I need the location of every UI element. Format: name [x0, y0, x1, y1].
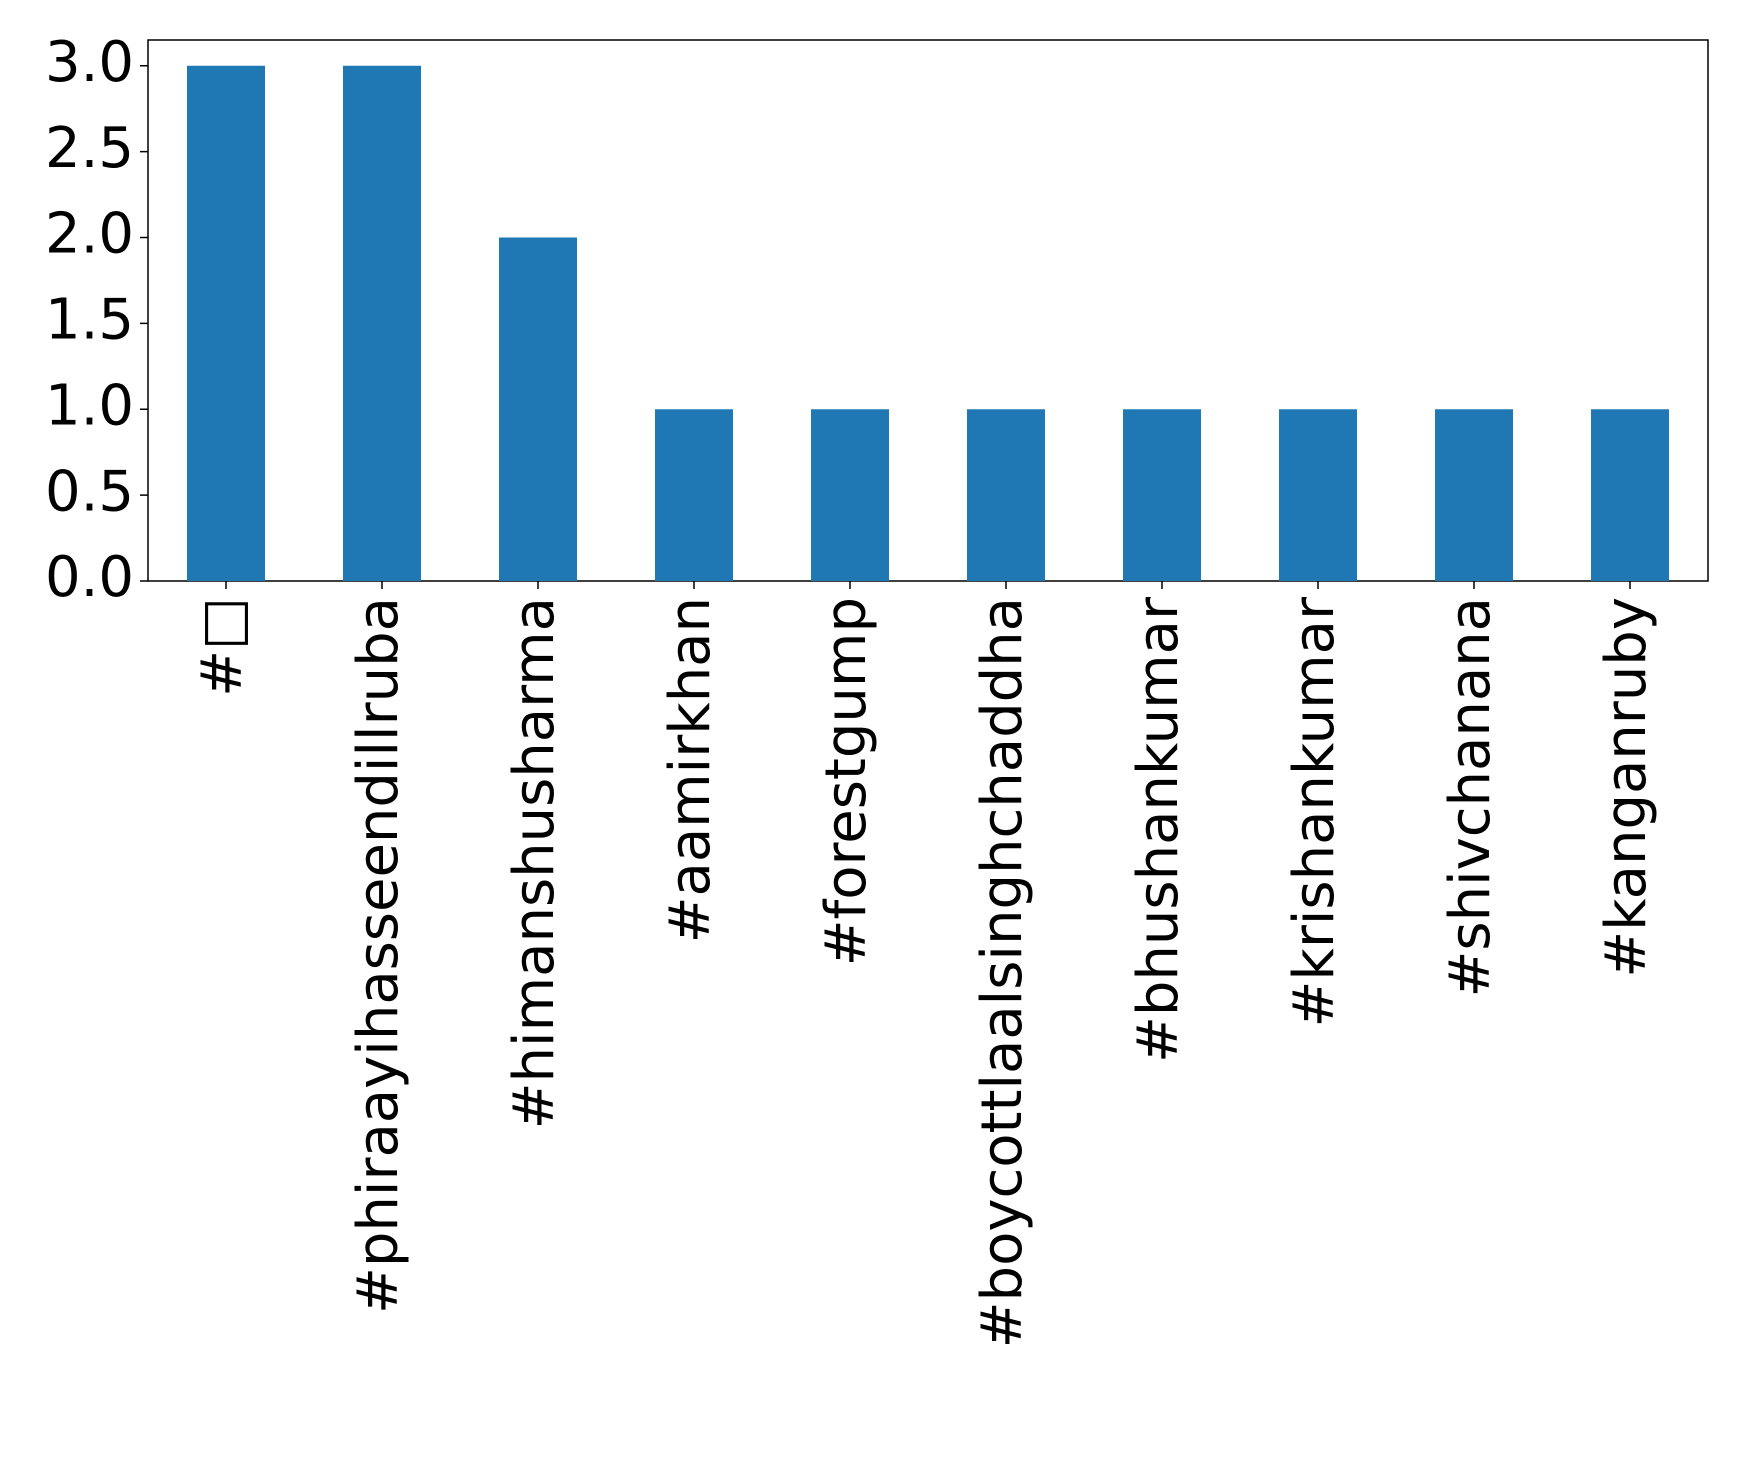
x-tick-label: #boycottlaalsinghchaddha: [970, 597, 1035, 1348]
bar: [1591, 409, 1669, 581]
bar: [655, 409, 733, 581]
y-tick-label: 2.5: [45, 116, 134, 181]
plot-frame: [147, 39, 1709, 582]
x-tick-label: #□: [190, 597, 255, 697]
x-tick-label: #bhushankumar: [1126, 596, 1191, 1063]
bar: [343, 65, 421, 581]
bar: [1435, 409, 1513, 581]
y-tick-label: 0.0: [45, 545, 134, 610]
x-tick-label: #phiraayihasseendillruba: [346, 597, 411, 1314]
x-tick-label: #aamirkhan: [658, 597, 723, 943]
bar: [811, 409, 889, 581]
y-tick-label: 3.0: [45, 30, 134, 95]
y-tick-label: 0.5: [45, 459, 134, 524]
x-tick-label: #himanshusharma: [502, 597, 567, 1129]
y-tick-label: 1.5: [45, 288, 134, 353]
x-tick-label: #forestgump: [814, 597, 879, 966]
bar: [1123, 409, 1201, 581]
bar: [967, 409, 1045, 581]
bar: [1279, 409, 1357, 581]
x-tick-label: #krishankumar: [1282, 596, 1347, 1027]
x-tick-label: #kanganruby: [1594, 597, 1659, 978]
y-tick-label: 2.0: [45, 202, 134, 267]
y-tick-label: 1.0: [45, 373, 134, 438]
bar: [499, 237, 577, 581]
bar: [187, 65, 265, 581]
x-tick-label: #shivchanana: [1438, 597, 1503, 998]
